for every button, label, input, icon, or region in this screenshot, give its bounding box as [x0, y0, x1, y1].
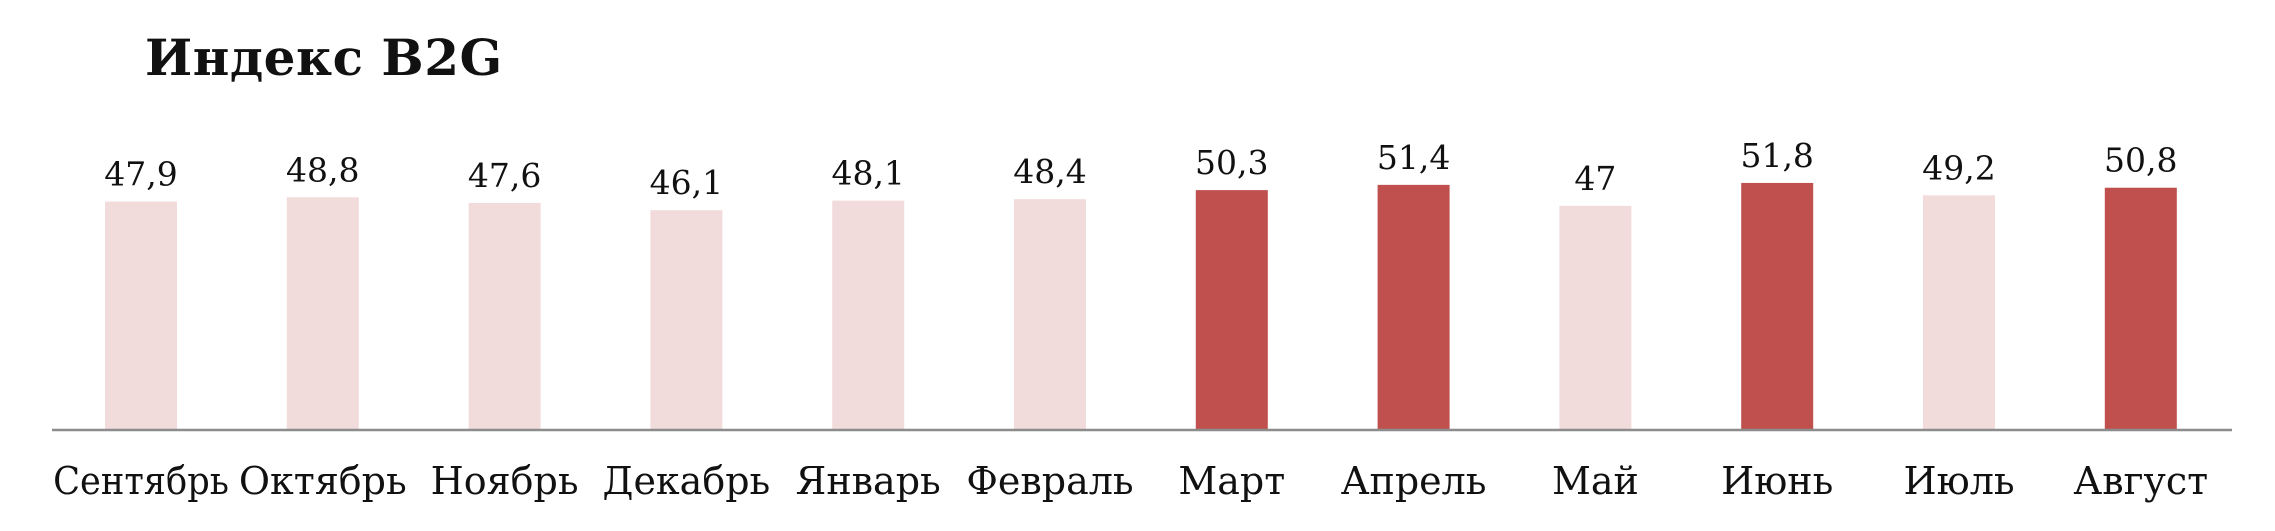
bar-5 [832, 200, 905, 430]
bar-3 [468, 202, 541, 430]
category-label: Август [2073, 459, 2208, 503]
value-label: 50,8 [2104, 141, 2177, 180]
value-label: 48,1 [831, 154, 904, 193]
category-label: Сентябрь [53, 459, 229, 503]
category-label: Февраль [966, 459, 1133, 503]
bar-1 [105, 201, 177, 430]
value-label: 51,4 [1377, 138, 1450, 177]
value-label: 46,1 [650, 163, 723, 202]
category-label: Май [1552, 459, 1639, 503]
category-label: Июнь [1721, 459, 1833, 503]
category-label: Апрель [1341, 459, 1487, 503]
bar-11 [1923, 195, 1995, 430]
category-label: Июль [1903, 459, 2014, 503]
bar-9 [1559, 205, 1632, 430]
bars-group [105, 182, 2177, 430]
bar-8 [1377, 184, 1450, 430]
bar-12 [2104, 187, 2177, 430]
bar-10 [1741, 182, 1814, 430]
category-label: Ноябрь [431, 459, 579, 503]
bar-2 [286, 197, 359, 430]
value-label: 47 [1574, 159, 1616, 198]
category-labels-group: Сентябрь Октябрь Ноябрь Декабрь Январь Феврал… [53, 459, 2208, 503]
chart-title: Индекс B2G [145, 28, 503, 87]
category-label: Январь [796, 459, 941, 503]
value-label: 51,8 [1740, 136, 1813, 175]
category-label: Март [1178, 459, 1285, 503]
bar-4 [650, 210, 723, 430]
category-label: Октябрь [239, 459, 407, 503]
bar-7 [1195, 190, 1268, 430]
value-label: 48,8 [286, 150, 359, 189]
bar-6 [1014, 199, 1086, 430]
category-label: Декабрь [603, 459, 771, 503]
value-label: 47,6 [468, 156, 541, 195]
value-label: 48,4 [1013, 152, 1086, 191]
value-label: 47,9 [104, 155, 177, 194]
value-label: 50,3 [1195, 143, 1268, 182]
value-label: 49,2 [1922, 148, 1995, 187]
value-labels-group: 47,9 48,8 47,6 46,1 48,1 48,4 50,3 51,4 47 51,8 49… [104, 136, 2177, 202]
